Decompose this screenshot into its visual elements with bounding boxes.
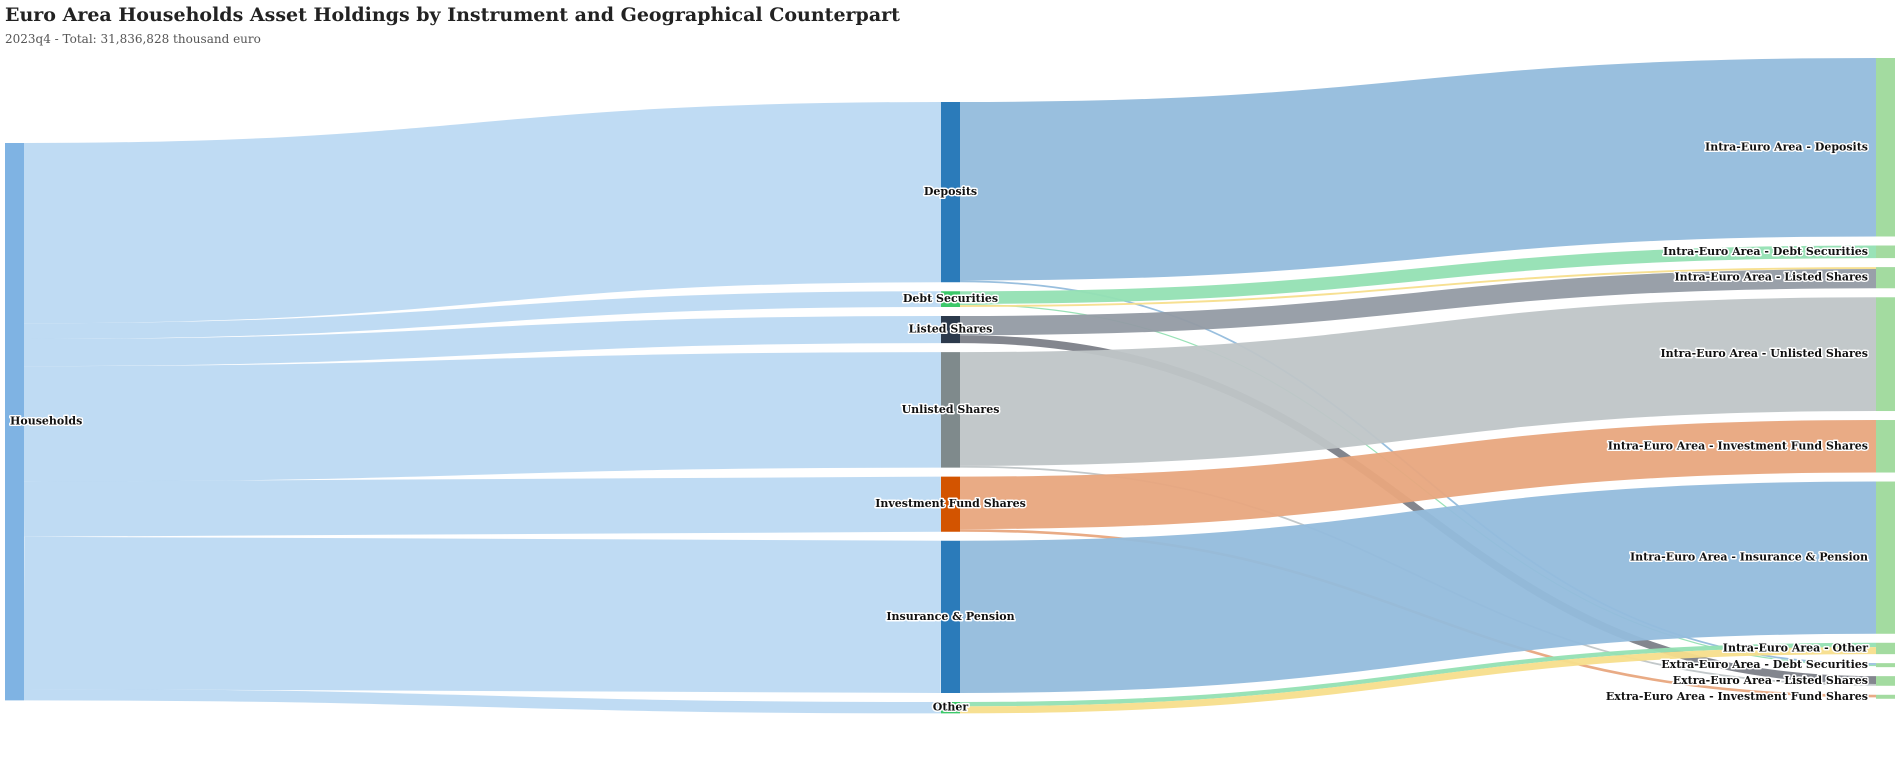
node-funds: [941, 476, 960, 532]
node-ee_funds: [1876, 694, 1895, 699]
label-deposits: Deposits: [924, 185, 977, 198]
link-households-to-debt: [23, 291, 942, 339]
node-ie_funds: [1876, 420, 1895, 473]
node-ie_debt: [1876, 245, 1895, 259]
link-listed-to-ie_listed: [959, 269, 1877, 336]
link-households-to-unlisted: [23, 352, 942, 482]
label-unlisted: Unlisted Shares: [902, 403, 1000, 416]
link-households-to-deposits: [23, 102, 942, 324]
link-households-to-other: [23, 689, 942, 714]
label-ee_funds: Extra-Euro Area - Investment Fund Shares: [1606, 690, 1868, 703]
label-insurance: Insurance & Pension: [886, 610, 1014, 623]
link-other-to-ie_other: [959, 642, 1877, 707]
label-households: Households: [10, 415, 82, 428]
label-ee_listed: Extra-Euro Area - Listed Shares: [1673, 674, 1868, 687]
label-ie_listed: Intra-Euro Area - Listed Shares: [1675, 271, 1869, 284]
label-other: Other: [933, 701, 969, 714]
link-deposits-to-ie_deposits: [959, 58, 1877, 281]
label-ie_funds: Intra-Euro Area - Investment Fund Shares: [1608, 439, 1868, 452]
link-unlisted-to-ie_unlisted: [959, 297, 1877, 466]
label-debt: Debt Securities: [903, 292, 998, 305]
node-debt: [941, 291, 960, 307]
link-households-to-insurance: [23, 536, 942, 693]
node-ee_debt: [1876, 663, 1895, 668]
link-households-to-listed: [23, 316, 942, 367]
label-ie_deposits: Intra-Euro Area - Deposits: [1705, 140, 1868, 153]
chart-title: Euro Area Households Asset Holdings by I…: [5, 4, 900, 26]
node-unlisted: [941, 352, 960, 468]
node-other: [941, 702, 960, 714]
node-insurance: [941, 540, 960, 693]
label-ee_debt: Extra-Euro Area - Debt Securities: [1661, 658, 1868, 671]
node-households: [5, 143, 24, 701]
chart-subtitle: 2023q4 - Total: 31,836,828 thousand euro: [5, 32, 261, 46]
node-ie_deposits: [1876, 58, 1895, 237]
label-funds: Investment Fund Shares: [875, 497, 1026, 510]
link-funds-to-ie_funds: [959, 420, 1877, 530]
sankey-labels: Households Deposits Debt Securities Listed …: [9, 139, 1870, 715]
sankey-links: [23, 58, 1877, 714]
node-ie_insurance: [1876, 481, 1895, 634]
label-ie_other: Intra-Euro Area - Other: [1723, 641, 1868, 654]
link-other-to-ie_other: [959, 647, 1877, 714]
link-debt-to-ie_debt: [959, 245, 1877, 304]
link-households-to-funds: [23, 476, 942, 537]
label-ie_unlisted: Intra-Euro Area - Unlisted Shares: [1660, 347, 1868, 360]
node-ie_unlisted: [1876, 297, 1895, 412]
label-ie_debt: Intra-Euro Area - Debt Securities: [1663, 245, 1868, 258]
link-insurance-to-ie_insurance: [959, 481, 1877, 693]
label-listed: Listed Shares: [909, 323, 993, 336]
node-ie_other: [1876, 642, 1895, 655]
node-listed: [941, 316, 960, 344]
link-debt-to-ie_listed: [959, 267, 1877, 308]
node-ee_listed: [1876, 676, 1895, 686]
sankey-nodes: [5, 58, 1895, 714]
node-ie_listed: [1876, 267, 1895, 289]
node-deposits: [941, 102, 960, 283]
label-ie_insurance: Intra-Euro Area - Insurance & Pension: [1630, 551, 1868, 564]
